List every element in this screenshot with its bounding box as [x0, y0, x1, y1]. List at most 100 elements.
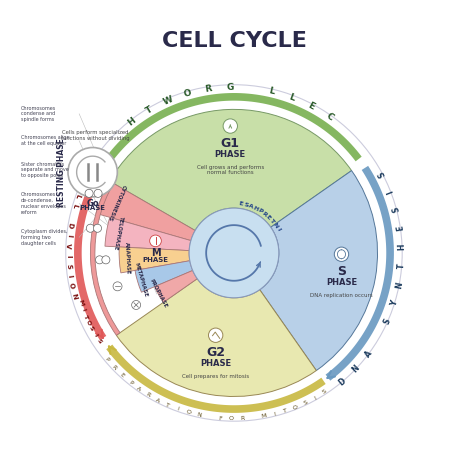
Text: Chromosomes
condense and
spindle forms: Chromosomes condense and spindle forms: [21, 106, 56, 122]
Text: S: S: [243, 202, 249, 208]
Text: Cells perform specialized
functions without dividing: Cells perform specialized functions with…: [61, 130, 129, 141]
Text: D: D: [67, 222, 74, 229]
Text: N: N: [196, 412, 202, 418]
Text: P: P: [127, 379, 133, 385]
Text: Sister chromatids
separate and move
to opposite poles: Sister chromatids separate and move to o…: [21, 162, 69, 178]
Wedge shape: [110, 110, 351, 230]
Text: METAPHASE: METAPHASE: [134, 262, 148, 298]
Wedge shape: [260, 171, 378, 370]
Text: P: P: [104, 357, 110, 363]
Wedge shape: [105, 217, 191, 251]
Circle shape: [85, 189, 93, 197]
Text: R: R: [204, 84, 213, 94]
Text: V: V: [65, 243, 71, 249]
Circle shape: [208, 328, 223, 343]
Circle shape: [113, 282, 122, 291]
Text: T: T: [165, 402, 170, 408]
Text: H: H: [397, 243, 407, 251]
Text: O: O: [292, 404, 298, 410]
Text: M: M: [77, 299, 84, 306]
Text: PHASE: PHASE: [326, 278, 357, 287]
Text: S: S: [382, 317, 393, 326]
Text: N: N: [394, 281, 404, 289]
Circle shape: [94, 189, 102, 197]
Text: H: H: [126, 116, 138, 128]
Text: S: S: [321, 389, 327, 395]
Text: C: C: [324, 111, 334, 123]
Text: TELOPHASE: TELOPHASE: [113, 215, 124, 250]
Text: T: T: [397, 263, 406, 269]
Text: I: I: [65, 255, 71, 257]
Text: C: C: [82, 174, 90, 181]
Text: ANAPHASE: ANAPHASE: [124, 242, 130, 275]
Circle shape: [95, 256, 104, 264]
Text: A: A: [248, 203, 254, 210]
Wedge shape: [96, 181, 195, 241]
Text: M: M: [151, 248, 160, 258]
Wedge shape: [135, 261, 193, 292]
Text: A: A: [363, 349, 374, 359]
Text: S: S: [377, 170, 388, 179]
Text: Go: Go: [86, 199, 99, 208]
Text: A: A: [155, 397, 161, 404]
Text: Cell prepares for mitosis: Cell prepares for mitosis: [182, 374, 249, 379]
Text: I: I: [275, 227, 280, 232]
Text: I: I: [66, 234, 72, 237]
Text: G: G: [226, 82, 234, 92]
Text: D: D: [337, 376, 347, 387]
Text: R: R: [261, 211, 268, 217]
Text: I: I: [313, 395, 317, 400]
Text: M: M: [261, 413, 267, 419]
Text: T: T: [269, 218, 275, 224]
Text: E: E: [396, 225, 405, 231]
Circle shape: [334, 247, 349, 261]
Text: PROPHASE: PROPHASE: [148, 278, 168, 309]
Circle shape: [150, 235, 162, 247]
Text: I: I: [176, 407, 180, 412]
Text: RESTING PHASE: RESTING PHASE: [57, 138, 66, 207]
Text: S: S: [302, 400, 308, 406]
Text: E: E: [306, 101, 316, 111]
Text: L: L: [71, 203, 78, 209]
Text: PHASE: PHASE: [80, 205, 106, 211]
Text: S: S: [392, 206, 401, 213]
Text: E: E: [238, 201, 243, 207]
Text: N: N: [70, 292, 77, 299]
Circle shape: [132, 300, 140, 309]
Text: Chromosomes align
at the cell equator: Chromosomes align at the cell equator: [21, 135, 70, 146]
Text: L: L: [268, 86, 275, 96]
Text: I: I: [273, 411, 276, 416]
Text: O: O: [185, 409, 191, 415]
Circle shape: [189, 208, 279, 298]
Text: CELL CYCLE: CELL CYCLE: [162, 31, 306, 51]
Circle shape: [102, 256, 110, 264]
Text: R: R: [145, 392, 151, 398]
Text: S: S: [95, 337, 102, 344]
Text: I: I: [80, 307, 86, 312]
Wedge shape: [119, 247, 190, 273]
Text: I: I: [92, 333, 98, 337]
Text: E: E: [265, 214, 272, 220]
Text: I: I: [67, 274, 73, 278]
Text: Cell grows and performs
normal functions: Cell grows and performs normal functions: [197, 164, 264, 175]
Text: E: E: [78, 183, 86, 190]
Text: T: T: [82, 313, 88, 319]
Text: CYTOKINESIS: CYTOKINESIS: [106, 184, 126, 222]
Circle shape: [66, 85, 402, 421]
Wedge shape: [90, 181, 120, 335]
Text: G2: G2: [206, 346, 225, 359]
Text: W: W: [162, 94, 174, 107]
Wedge shape: [155, 270, 197, 302]
Text: S: S: [65, 263, 72, 269]
Text: O: O: [229, 416, 234, 422]
Text: T: T: [283, 408, 288, 414]
Circle shape: [94, 224, 102, 232]
Text: L: L: [288, 92, 296, 102]
Text: R: R: [240, 416, 244, 421]
Text: S: S: [337, 265, 346, 278]
Text: H: H: [252, 205, 259, 212]
Text: Chromosomes
de-condense,
nuclear envelopes
reform: Chromosomes de-condense, nuclear envelop…: [21, 192, 66, 215]
Text: N: N: [351, 363, 361, 374]
Circle shape: [223, 119, 238, 133]
Text: O: O: [68, 282, 75, 290]
